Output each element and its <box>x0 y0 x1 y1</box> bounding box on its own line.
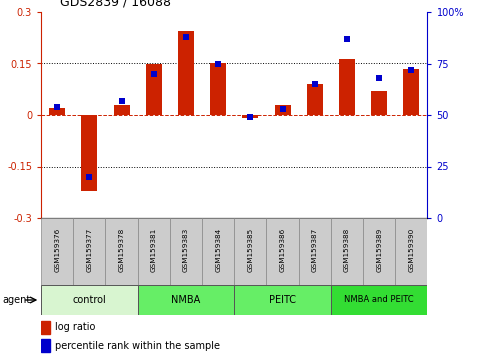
Bar <box>73 218 105 285</box>
Text: GDS2839 / 16088: GDS2839 / 16088 <box>60 0 171 8</box>
Bar <box>81 115 98 190</box>
Bar <box>202 218 234 285</box>
Bar <box>395 218 427 285</box>
Bar <box>298 218 331 285</box>
Text: GSM159384: GSM159384 <box>215 228 221 272</box>
Point <box>408 67 415 73</box>
Text: GSM159388: GSM159388 <box>344 228 350 272</box>
Point <box>182 34 190 40</box>
Bar <box>105 218 138 285</box>
Point <box>214 61 222 66</box>
Bar <box>234 218 267 285</box>
Point <box>375 75 383 81</box>
Bar <box>41 321 50 334</box>
Bar <box>403 69 419 115</box>
Bar <box>178 31 194 115</box>
Bar <box>267 218 298 285</box>
Text: GSM159386: GSM159386 <box>280 228 285 272</box>
Text: GSM159390: GSM159390 <box>408 228 414 272</box>
Point <box>118 98 126 103</box>
Text: NMBA and PEITC: NMBA and PEITC <box>344 296 414 304</box>
Point <box>343 36 351 42</box>
Point <box>246 114 254 120</box>
Text: log ratio: log ratio <box>55 322 95 332</box>
Bar <box>114 105 129 115</box>
Bar <box>242 115 258 119</box>
Bar <box>170 218 202 285</box>
Text: GSM159376: GSM159376 <box>54 228 60 272</box>
Text: GSM159387: GSM159387 <box>312 228 318 272</box>
Point <box>150 71 157 76</box>
Text: GSM159385: GSM159385 <box>247 228 254 272</box>
Text: GSM159378: GSM159378 <box>118 228 125 272</box>
Bar <box>339 59 355 115</box>
Bar <box>274 105 291 115</box>
Bar <box>41 218 73 285</box>
Point <box>311 81 319 87</box>
Bar <box>146 64 162 115</box>
Text: agent: agent <box>2 295 30 305</box>
Text: control: control <box>72 295 106 305</box>
Text: GSM159389: GSM159389 <box>376 228 382 272</box>
Text: PEITC: PEITC <box>269 295 296 305</box>
Bar <box>138 218 170 285</box>
Bar <box>331 218 363 285</box>
Text: NMBA: NMBA <box>171 295 200 305</box>
Text: GSM159377: GSM159377 <box>86 228 92 272</box>
Text: percentile rank within the sample: percentile rank within the sample <box>55 341 220 351</box>
Point <box>85 174 93 179</box>
Point <box>53 104 61 110</box>
Bar <box>138 285 234 315</box>
Bar <box>371 91 387 115</box>
Point <box>279 106 286 112</box>
Bar <box>307 84 323 115</box>
Bar <box>331 285 427 315</box>
Text: GSM159381: GSM159381 <box>151 228 157 272</box>
Bar <box>41 285 138 315</box>
Bar <box>41 339 50 352</box>
Bar <box>49 108 65 115</box>
Bar <box>234 285 331 315</box>
Text: GSM159383: GSM159383 <box>183 228 189 272</box>
Bar <box>363 218 395 285</box>
Bar <box>210 63 226 115</box>
